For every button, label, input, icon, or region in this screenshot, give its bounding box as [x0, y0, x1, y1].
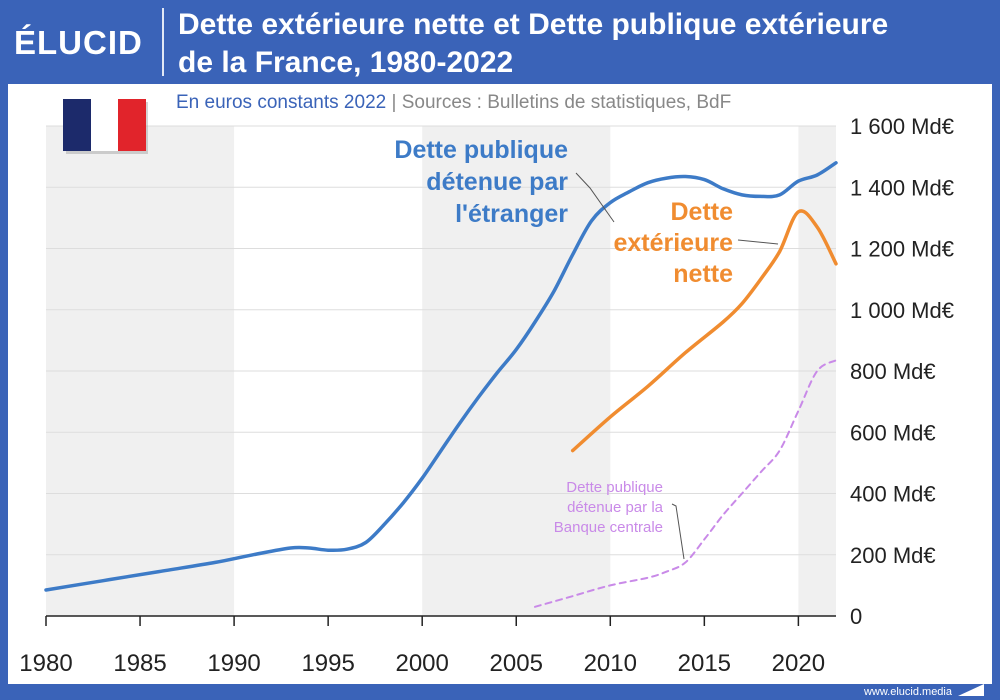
- x-tick-label: 1995: [301, 650, 354, 677]
- chart-panel: En euros constants 2022 | Sources : Bull…: [8, 84, 992, 684]
- public-debt-foreign-label: détenue par: [426, 168, 568, 196]
- subtitle-separator: |: [391, 92, 401, 113]
- x-tick-label: 2005: [490, 650, 543, 677]
- x-tick-label: 2020: [772, 650, 825, 677]
- public-debt-foreign-line: [44, 161, 838, 592]
- chart-title-line-2: de la France, 1980-2022: [178, 46, 514, 79]
- y-tick-label: 800 Md€: [850, 359, 936, 384]
- header-divider: [162, 8, 164, 76]
- flag-red-stripe: [118, 99, 146, 151]
- public-debt-foreign-label: l'étranger: [455, 200, 568, 228]
- chart-title-line-1: Dette extérieure nette et Dette publique…: [178, 8, 889, 41]
- y-tick-label: 1 600 Md€: [850, 114, 954, 139]
- y-tick-label: 200 Md€: [850, 543, 936, 568]
- chart-subtitle: En euros constants 2022 | Sources : Bull…: [176, 92, 731, 113]
- x-tick-label: 1980: [19, 650, 72, 677]
- net-external-debt-label: Dette: [670, 198, 733, 226]
- y-tick-label: 1 200 Md€: [850, 237, 954, 262]
- y-tick-label: 1 000 Md€: [850, 298, 954, 323]
- y-tick-label: 0: [850, 604, 862, 629]
- subtitle-sources: Sources : Bulletins de statistiques, BdF: [402, 92, 732, 113]
- x-tick-label: 2010: [584, 650, 637, 677]
- y-tick-label: 1 400 Md€: [850, 175, 954, 200]
- x-tick-label: 2000: [395, 650, 448, 677]
- subtitle-unit: En euros constants 2022: [176, 92, 391, 113]
- x-tick-label: 1985: [113, 650, 166, 677]
- leader-line: [575, 172, 615, 223]
- net-external-debt-label: nette: [673, 260, 733, 288]
- leader-line: [671, 503, 685, 560]
- x-tick-label: 1990: [207, 650, 260, 677]
- net-external-debt-label: extérieure: [613, 229, 733, 257]
- header-bar: ÉLUCID Dette extérieure nette et Dette p…: [0, 0, 1000, 84]
- chart-canvas: En euros constants 2022 | Sources : Bull…: [19, 92, 954, 677]
- footer-url[interactable]: www.elucid.media: [863, 686, 952, 698]
- leader-line: [737, 239, 779, 245]
- y-tick-label: 400 Md€: [850, 482, 936, 507]
- central-bank-debt-label: Banque centrale: [554, 519, 663, 536]
- y-tick-label: 600 Md€: [850, 420, 936, 445]
- central-bank-debt-label: Dette publique: [566, 479, 663, 496]
- french-flag-icon: [63, 99, 148, 154]
- flag-white-stripe: [91, 99, 118, 151]
- net-external-debt-line: [570, 209, 838, 453]
- brand-mark-icon: [958, 684, 984, 696]
- brand-logo: ÉLUCID: [14, 24, 143, 61]
- chart-title: Dette extérieure nette et Dette publique…: [178, 6, 988, 82]
- public-debt-foreign-label: Dette publique: [394, 136, 568, 164]
- central-bank-debt-line: [534, 359, 837, 608]
- flag-blue-stripe: [63, 99, 91, 151]
- central-bank-debt-label: détenue par la: [567, 499, 664, 516]
- x-tick-label: 2015: [678, 650, 731, 677]
